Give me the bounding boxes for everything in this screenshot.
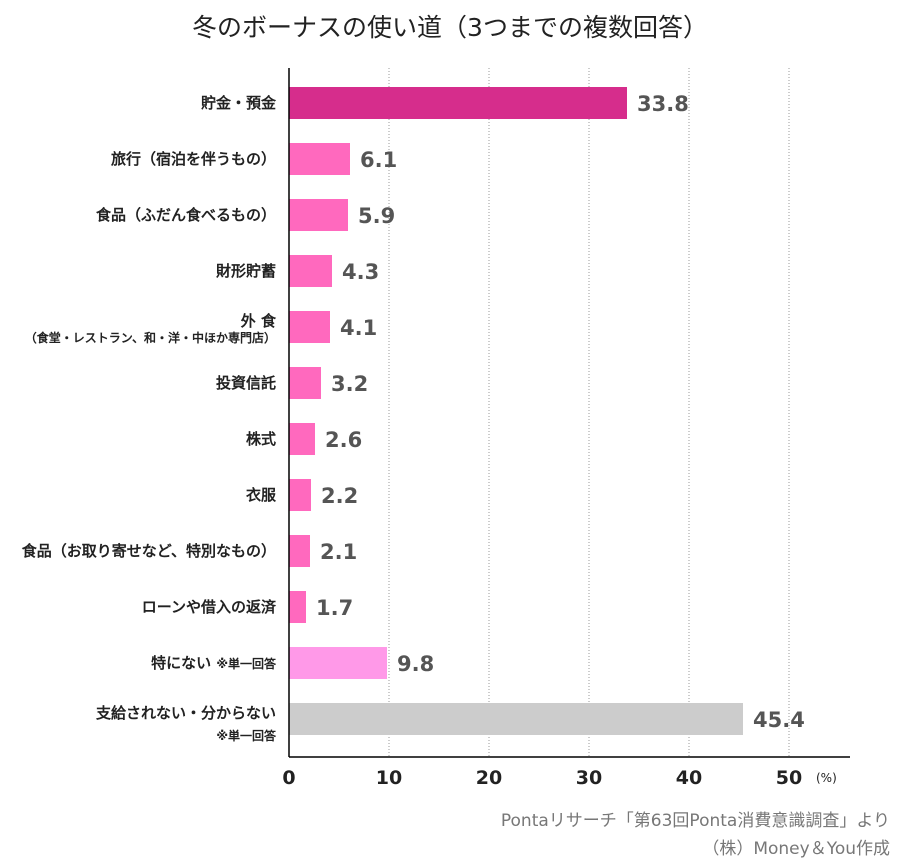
data-label: 4.1 (340, 316, 377, 340)
data-label: 2.2 (321, 484, 358, 508)
x-tick-label: 20 (476, 767, 502, 789)
bar (289, 423, 315, 455)
source-line-1: Pontaリサーチ「第63回Ponta消費意識調査」より (500, 811, 890, 831)
data-label: 2.6 (325, 428, 362, 452)
bar (289, 591, 306, 623)
data-label: 3.2 (331, 372, 368, 396)
category-sublabel: （食堂・レストラン、和・洋・中ほか専門店） (25, 330, 276, 345)
category-label: 財形貯蓄 (215, 262, 276, 280)
data-label: 1.7 (316, 596, 353, 620)
bar (289, 703, 743, 735)
x-tick-label: 50 (776, 767, 802, 789)
data-label: 2.1 (320, 540, 357, 564)
data-label: 33.8 (637, 92, 689, 116)
source-line-2: （株）Money＆You作成 (702, 839, 890, 859)
category-label: 衣服 (246, 486, 277, 504)
bar (289, 87, 627, 119)
category-label: 投資信託 (216, 374, 276, 392)
bar (289, 255, 332, 287)
data-label: 5.9 (358, 204, 395, 228)
category-label: 特にない ※単一回答 (151, 654, 277, 672)
bar (289, 311, 330, 343)
category-label: 食品（ふだん食べるもの） (96, 206, 276, 224)
bar (289, 479, 311, 511)
bar (289, 647, 387, 679)
bar (289, 535, 310, 567)
category-label: 外 食 (240, 312, 277, 330)
bar (289, 367, 321, 399)
x-tick-label: 0 (282, 767, 295, 789)
category-sublabel: ※単一回答 (216, 728, 277, 743)
bar (289, 199, 348, 231)
x-tick-label: 40 (676, 767, 702, 789)
data-label: 45.4 (753, 708, 805, 732)
data-label: 9.8 (397, 652, 434, 676)
category-label: ローンや借入の返済 (142, 598, 277, 616)
category-label: 食品（お取り寄せなど、特別なもの） (22, 542, 276, 560)
data-label: 4.3 (342, 260, 379, 284)
data-label: 6.1 (360, 148, 397, 172)
category-label: 株式 (246, 430, 276, 448)
bar (289, 143, 350, 175)
category-label: 支給されない・分からない (95, 704, 276, 722)
x-tick-label: 10 (376, 767, 402, 789)
category-label: 旅行（宿泊を伴うもの） (111, 150, 276, 168)
x-tick-label: 30 (576, 767, 602, 789)
category-label: 貯金・預金 (201, 94, 277, 112)
chart-title: 冬のボーナスの使い道（3つまでの複数回答） (192, 13, 708, 42)
x-unit-label: (%) (816, 771, 837, 785)
